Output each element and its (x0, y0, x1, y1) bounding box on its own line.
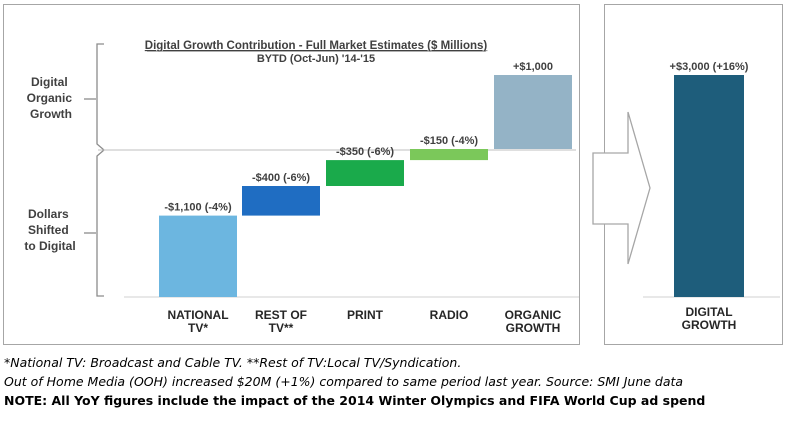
data-label-1: -$1,100 (-4%) (164, 202, 232, 214)
group-label-dollars-shifted-line2: Shifted (28, 223, 69, 237)
category-label-6-line1: DIGITAL (685, 305, 732, 319)
group-label-digital-organic-line2: Organic (27, 91, 73, 105)
group-label-digital-organic-line3: Growth (30, 107, 72, 121)
category-label-2-line1: REST OF (255, 308, 307, 322)
category-label-6: DIGITAL GROWTH (682, 305, 737, 332)
category-label-5: ORGANIC GROWTH (505, 308, 562, 335)
category-label-3: PRINT (347, 308, 384, 322)
chart-subtitle: BYTD (Oct-Jun) '14-'15 (257, 53, 375, 65)
footnote-line-3: NOTE: All YoY figures include the impact… (4, 393, 706, 408)
group-label-dollars-shifted: Dollars Shifted to Digital (24, 207, 75, 253)
data-label-2: -$400 (-6%) (252, 172, 310, 184)
footnotes: *National TV: Broadcast and Cable TV. **… (4, 353, 784, 410)
data-label-4: -$150 (-4%) (420, 135, 478, 147)
group-label-digital-organic-line1: Digital (31, 75, 68, 89)
bar-6 (674, 75, 744, 297)
group-label-dollars-shifted-line1: Dollars (28, 207, 69, 221)
category-label-1-line1: NATIONAL (167, 308, 228, 322)
bar-1 (159, 215, 237, 297)
category-label-6-line2: GROWTH (682, 318, 737, 332)
category-label-2: REST OF TV** (255, 308, 307, 335)
category-label-1: NATIONAL TV* (167, 308, 228, 335)
data-label-5: +$1,000 (513, 61, 553, 73)
category-label-4: RADIO (430, 308, 469, 322)
category-label-3-line1: PRINT (347, 308, 384, 322)
category-label-1-line2: TV* (188, 321, 208, 335)
data-label-6: +$3,000 (+16%) (670, 61, 749, 73)
bars-group (159, 75, 744, 297)
bar-2 (242, 186, 320, 216)
category-label-2-line2: TV** (269, 321, 294, 335)
bar-3 (326, 160, 404, 186)
group-label-dollars-shifted-line3: to Digital (24, 239, 75, 253)
category-label-5-line1: ORGANIC (505, 308, 562, 322)
left-panel-border (3, 4, 580, 345)
data-label-3: -$350 (-6%) (336, 146, 394, 158)
value-labels-group: -$1,100 (-4%) -$400 (-6%) -$350 (-6%) -$150… (164, 61, 748, 214)
bar-4 (410, 149, 488, 161)
category-label-4-line1: RADIO (430, 308, 469, 322)
group-label-digital-organic: Digital Organic Growth (27, 75, 76, 121)
group-bracket (96, 43, 105, 297)
chart-title: Digital Growth Contribution - Full Marke… (145, 40, 488, 52)
footnote-line-2: Out of Home Media (OOH) increased $20M (… (4, 374, 684, 389)
waterfall-chart: Digital Growth Contribution - Full Marke… (3, 4, 783, 345)
bar-5 (494, 75, 572, 149)
arrow-icon (592, 111, 651, 265)
category-label-5-line2: GROWTH (506, 321, 561, 335)
footnote-line-1: *National TV: Broadcast and Cable TV. **… (4, 355, 462, 370)
category-labels-group: NATIONAL TV*REST OF TV**PRINT RADIO ORGANIC G… (167, 305, 736, 335)
